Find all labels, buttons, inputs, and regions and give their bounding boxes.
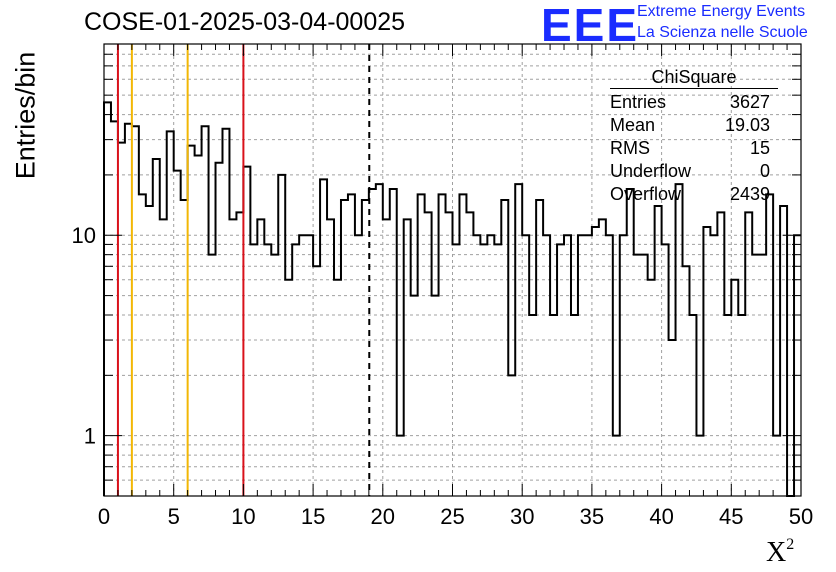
x-tick-label: 40 xyxy=(649,504,673,529)
stats-row-overflow: Overflow 2439 xyxy=(610,184,770,204)
y-axis-label: Entries/bin xyxy=(10,51,41,180)
stats-box: ChiSquare Entries 3627 Mean 19.03 RMS 15 Un… xyxy=(610,67,778,206)
eee-logo: EEE xyxy=(541,0,640,51)
stats-row-entries: Entries 3627 xyxy=(610,92,770,112)
x-tick-label: 0 xyxy=(98,504,110,529)
stats-row-underflow: Underflow 0 xyxy=(610,161,770,181)
x-tick-label: 20 xyxy=(371,504,395,529)
x-tick-label: 50 xyxy=(789,504,813,529)
x-tick-label: 10 xyxy=(231,504,255,529)
chart-title: COSE-01-2025-03-04-00025 xyxy=(84,8,406,36)
x-tick-label: 30 xyxy=(510,504,534,529)
histogram-series xyxy=(103,101,801,497)
x-tick-label: 5 xyxy=(168,504,180,529)
eee-subtitle-line1: Extreme Energy Events xyxy=(637,3,806,20)
stats-title: ChiSquare xyxy=(610,67,778,89)
x-tick-label: 35 xyxy=(580,504,604,529)
x-tick-label: 15 xyxy=(301,504,325,529)
stats-row-mean: Mean 19.03 xyxy=(610,115,770,135)
x-axis-label: X2 xyxy=(766,536,795,568)
x-tick-label: 45 xyxy=(719,504,743,529)
eee-subtitle-line2: La Scienza nelle Scuole xyxy=(637,24,808,41)
stats-row-rms: RMS 15 xyxy=(610,138,770,158)
y-tick-label: 1 xyxy=(84,424,96,449)
x-tick-label: 25 xyxy=(440,504,464,529)
y-tick-label: 10 xyxy=(72,223,96,248)
